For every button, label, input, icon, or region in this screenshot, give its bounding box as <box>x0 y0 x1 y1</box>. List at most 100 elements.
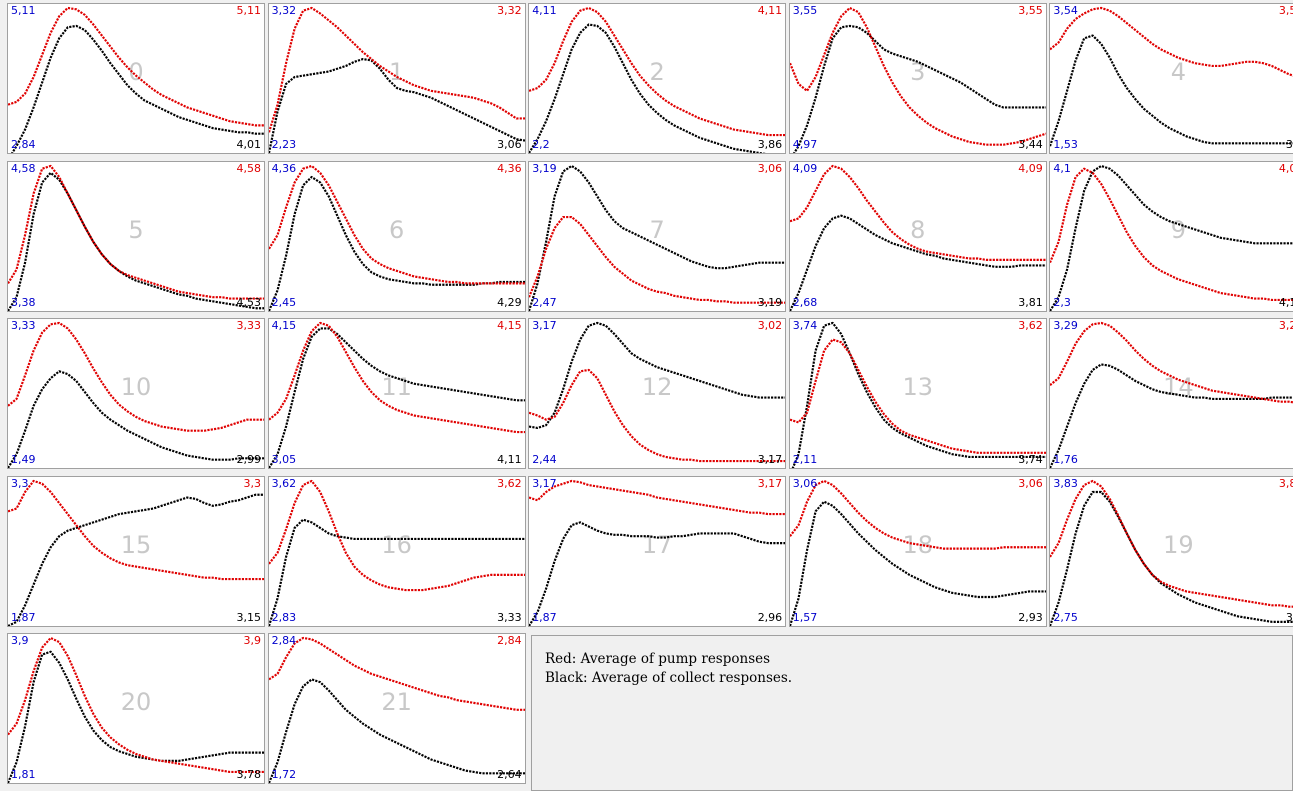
top-right-value: 3,32 <box>497 4 522 17</box>
panel-index-label: 7 <box>649 215 665 244</box>
chart-panel-4: 4 3,54 3,54 1,53 3,3 <box>1049 3 1293 154</box>
top-left-value: 3,29 <box>1053 319 1078 332</box>
top-right-value: 4,11 <box>757 4 783 17</box>
bottom-right-value: 4,11 <box>497 453 522 466</box>
collect-response-line <box>792 24 1046 153</box>
collect-response-line <box>529 23 767 153</box>
top-left-value: 3,83 <box>1053 476 1078 490</box>
pump-response-line <box>529 6 786 137</box>
pump-response-line <box>1050 6 1293 77</box>
top-right-value: 3,02 <box>757 319 783 332</box>
chart-panel-3: 3 3,55 3,55 4,97 3,44 <box>788 3 1047 154</box>
bottom-left-value: 2,83 <box>271 610 297 624</box>
collect-response-line <box>268 327 525 468</box>
chart-panel-13: 13 3,74 3,62 2,11 3,74 <box>788 318 1047 469</box>
top-right-value: 4,09 <box>1018 161 1043 175</box>
pump-response-line <box>789 338 1046 454</box>
panel-plot <box>268 164 525 311</box>
top-right-value: 3,54 <box>1278 4 1293 17</box>
collect-response-line <box>1050 490 1293 626</box>
bottom-right-value: 3,3 <box>1285 138 1293 151</box>
bottom-right-value: 3,81 <box>1018 295 1043 309</box>
pump-response-line <box>268 479 525 591</box>
panel-plot <box>8 6 264 153</box>
top-right-value: 3,06 <box>1018 476 1043 490</box>
collect-response-line <box>8 650 264 783</box>
top-left-value: 3,06 <box>792 476 818 490</box>
collect-response-line <box>10 24 264 153</box>
top-left-value: 4,15 <box>271 319 297 332</box>
legend-red-text: Red: Average of pump responses <box>545 651 771 667</box>
panel-index-label: 13 <box>902 373 934 401</box>
bottom-left-value: 1,72 <box>271 768 297 781</box>
top-right-value: 3,3 <box>243 476 262 490</box>
collect-response-line <box>8 171 264 311</box>
pump-response-line <box>8 164 264 300</box>
collect-response-line <box>529 520 786 626</box>
bottom-right-value: 4,53 <box>236 295 262 309</box>
top-right-value: 4,15 <box>497 319 522 332</box>
panel-index-label: 0 <box>128 58 144 86</box>
collect-response-line <box>268 678 525 783</box>
panel-plot <box>8 164 264 311</box>
bottom-right-value: 2,99 <box>236 453 262 466</box>
collect-response-line <box>789 500 1046 626</box>
bottom-right-value: 3,33 <box>497 610 522 624</box>
chart-panel-11: 11 4,15 4,15 3,05 4,11 <box>267 318 526 469</box>
collect-response-line <box>268 175 525 311</box>
top-right-value: 3,9 <box>243 634 262 647</box>
legend-box: Red: Average of pump responses Black: Av… <box>531 635 1293 791</box>
pump-response-line <box>8 6 264 127</box>
top-right-value: 3,55 <box>1018 4 1043 17</box>
panel-plot <box>789 164 1046 311</box>
bottom-left-value: 1,57 <box>792 610 818 624</box>
top-right-value: 3,17 <box>757 476 783 490</box>
panel-index-label: 4 <box>1170 58 1187 86</box>
chart-panel-7: 7 3,19 3,06 2,47 3,19 <box>528 160 787 312</box>
chart-panel-21: 21 2,84 2,84 1,72 2,64 <box>267 633 526 784</box>
panel-index-label: 17 <box>641 530 673 559</box>
top-left-value: 4,09 <box>792 161 818 175</box>
top-left-value: 3,9 <box>11 634 29 647</box>
bottom-left-value: 3,05 <box>271 453 297 466</box>
top-right-value: 3,29 <box>1278 319 1293 332</box>
panel-index-label: 6 <box>388 215 405 244</box>
top-left-value: 3,17 <box>532 319 557 332</box>
bottom-right-value: 3,7 <box>1285 610 1293 624</box>
chart-panel-0: 0 5,11 5,11 2,84 4,01 <box>7 3 265 154</box>
bottom-right-value: 3,19 <box>757 295 783 309</box>
panel-plot <box>268 479 525 626</box>
bottom-right-value: 2,96 <box>757 610 783 624</box>
panel-index-label: 20 <box>120 688 152 716</box>
pump-response-line <box>789 164 1046 261</box>
top-left-value: 3,19 <box>532 161 557 175</box>
panel-index-label: 3 <box>910 58 926 86</box>
panel-index-label: 21 <box>381 688 412 716</box>
collect-response-line <box>789 214 1046 311</box>
bottom-left-value: 3,38 <box>11 295 36 309</box>
bottom-left-value: 2,23 <box>271 138 297 151</box>
top-left-value: 3,54 <box>1053 4 1078 17</box>
bottom-right-value: 3,17 <box>757 453 783 466</box>
panel-plot <box>1050 479 1293 626</box>
panel-index-label: 9 <box>1170 215 1187 244</box>
collect-response-line <box>1050 363 1293 468</box>
bottom-right-value: 2,64 <box>497 768 522 781</box>
chart-panel-1: 1 3,32 3,32 2,23 3,06 <box>267 3 526 154</box>
pump-response-line <box>529 479 786 515</box>
panel-plot <box>529 6 786 153</box>
panel-index-label: 8 <box>910 215 926 244</box>
bottom-left-value: 2,75 <box>1053 610 1078 624</box>
panel-plot <box>789 479 1046 626</box>
chart-panel-20: 20 3,9 3,9 1,81 3,78 <box>7 633 265 784</box>
chart-panel-10: 10 3,33 3,33 1,49 2,99 <box>7 318 265 469</box>
panel-plot <box>268 321 525 468</box>
panel-plot <box>268 6 525 153</box>
bottom-left-value: 1,49 <box>11 453 36 466</box>
collect-response-line <box>529 164 786 311</box>
panel-plot <box>1050 6 1293 147</box>
top-left-value: 3,3 <box>11 476 29 490</box>
top-right-value: 5,11 <box>236 4 262 17</box>
chart-panel-9: 9 4,1 4,09 2,3 4,13 <box>1049 160 1293 312</box>
top-right-value: 3,62 <box>1018 319 1043 332</box>
